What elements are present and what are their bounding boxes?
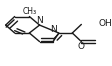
Text: CH₃: CH₃ bbox=[22, 7, 36, 16]
Text: N: N bbox=[36, 16, 43, 25]
Text: O: O bbox=[77, 42, 84, 51]
Text: OH: OH bbox=[97, 19, 111, 28]
Text: N: N bbox=[49, 25, 56, 34]
